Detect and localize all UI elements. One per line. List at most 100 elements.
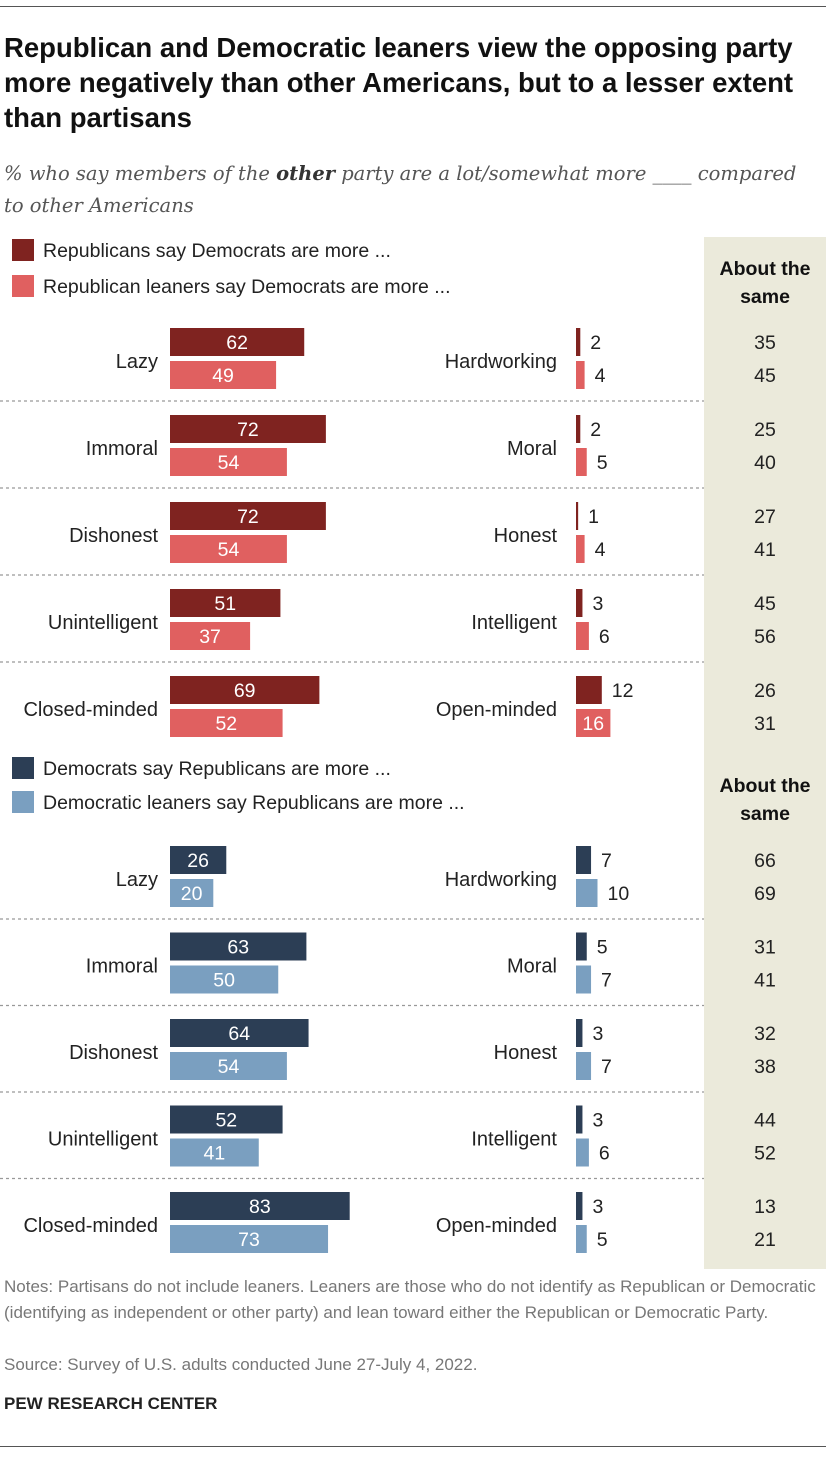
value-label-left: 54 (218, 539, 240, 561)
value-label-right: 4 (595, 365, 606, 387)
value-label-left: 62 (226, 332, 248, 354)
bar-right (576, 502, 579, 530)
value-label-left: 26 (187, 850, 209, 872)
same-value: 69 (754, 883, 776, 905)
value-label-left: 20 (181, 883, 203, 905)
bar-left (170, 965, 279, 994)
value-label-left: 54 (218, 452, 240, 474)
bar-right (576, 1192, 583, 1220)
bar-right (576, 448, 587, 476)
value-label-left: 51 (214, 593, 236, 615)
bar-left (170, 1019, 309, 1047)
bar-left (170, 415, 326, 443)
same-value: 27 (754, 506, 776, 528)
row-label-left: Dishonest (69, 1042, 158, 1064)
value-label-left: 37 (199, 626, 221, 648)
legend-label: Democrats say Republicans are more ... (43, 758, 391, 780)
bar-right (576, 846, 592, 874)
bar-right (576, 1138, 589, 1167)
value-label-right: 10 (608, 883, 630, 905)
legend-label: Democratic leaners say Republicans are m… (43, 792, 465, 814)
bar-left (170, 1192, 350, 1220)
value-label-right: 12 (612, 680, 634, 702)
row-label-left: Lazy (116, 351, 158, 373)
legend-swatch (12, 239, 34, 261)
subtitle-emphasis: other (276, 162, 335, 185)
row-label-right: Moral (507, 956, 557, 978)
same-value: 41 (754, 970, 776, 992)
legend-swatch (12, 757, 34, 779)
value-label-left: 63 (227, 937, 249, 959)
value-label-right: 6 (599, 1143, 610, 1165)
row-label-right: Hardworking (445, 869, 557, 891)
same-column-header: About the (720, 775, 811, 797)
row-label-left: Lazy (116, 869, 158, 891)
bar-right (576, 932, 587, 961)
bar-left (170, 622, 251, 650)
row-label-left: Closed-minded (23, 1215, 158, 1237)
bar-right (576, 965, 592, 994)
row-label-right: Honest (494, 525, 558, 547)
same-value: 40 (754, 452, 776, 474)
bar-right (576, 1019, 583, 1047)
bar-right (576, 1225, 587, 1253)
same-value: 38 (754, 1056, 776, 1078)
row-label-right: Moral (507, 438, 557, 460)
bar-left (170, 846, 227, 874)
same-value: 32 (754, 1023, 776, 1045)
value-label-right: 4 (595, 539, 606, 561)
same-value: 13 (754, 1196, 776, 1218)
value-label-left: 73 (238, 1229, 260, 1251)
row-label-right: Open-minded (436, 699, 557, 721)
value-label-right: 7 (601, 970, 612, 992)
value-label-left: 54 (218, 1056, 240, 1078)
row-label-right: Honest (494, 1042, 558, 1064)
row-label-left: Closed-minded (23, 699, 158, 721)
value-label-left: 83 (249, 1196, 271, 1218)
same-value: 44 (754, 1110, 776, 1132)
same-value: 41 (754, 539, 776, 561)
bar-left (170, 879, 214, 907)
bar-right (576, 535, 585, 563)
same-value: 31 (754, 937, 776, 959)
value-label-right: 5 (597, 1229, 608, 1251)
value-label-right: 1 (588, 506, 599, 528)
value-label-left: 52 (215, 1110, 237, 1132)
same-value: 52 (754, 1143, 776, 1165)
same-column-header: same (740, 286, 790, 308)
same-column-header: About the (720, 258, 811, 280)
bar-left (170, 932, 307, 961)
value-label-right: 3 (592, 1110, 603, 1132)
bar-left (170, 1225, 329, 1253)
same-column-header: same (740, 803, 790, 825)
value-label-right: 5 (597, 937, 608, 959)
chart-subtitle: % who say members of the other party are… (4, 158, 804, 222)
same-value: 31 (754, 713, 776, 735)
legend-swatch (12, 791, 34, 813)
row-label-left: Unintelligent (48, 1129, 159, 1151)
value-label-right: 2 (590, 332, 601, 354)
same-value: 45 (754, 365, 776, 387)
bar-left (170, 361, 277, 389)
bar-right (576, 676, 602, 704)
organization-credit: PEW RESEARCH CENTER (4, 1394, 218, 1413)
bar-left (170, 1105, 283, 1134)
bar-right (576, 622, 589, 650)
chart-notes: Notes: Partisans do not include leaners.… (4, 1277, 816, 1322)
bar-right (576, 328, 581, 356)
same-value: 66 (754, 850, 776, 872)
bar-right (576, 415, 581, 443)
bar-right (576, 709, 611, 737)
bar-right (576, 1105, 583, 1134)
same-value: 56 (754, 626, 776, 648)
row-label-left: Unintelligent (48, 612, 159, 634)
value-label-left: 52 (215, 713, 237, 735)
bar-left (170, 709, 283, 737)
same-value: 21 (754, 1229, 776, 1251)
value-label-right: 3 (592, 1023, 603, 1045)
value-label-left: 64 (228, 1023, 250, 1045)
row-label-left: Dishonest (69, 525, 158, 547)
same-column-background (704, 237, 826, 1269)
value-label-right: 7 (601, 1056, 612, 1078)
same-value: 26 (754, 680, 776, 702)
